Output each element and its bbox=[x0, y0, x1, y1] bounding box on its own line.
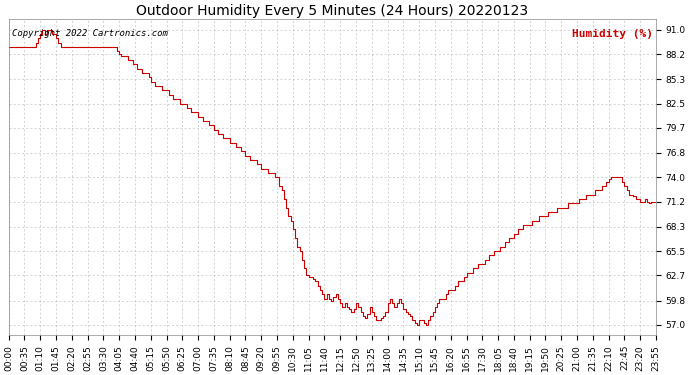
Text: Copyright 2022 Cartronics.com: Copyright 2022 Cartronics.com bbox=[12, 29, 168, 38]
Text: Humidity (%): Humidity (%) bbox=[572, 29, 653, 39]
Title: Outdoor Humidity Every 5 Minutes (24 Hours) 20220123: Outdoor Humidity Every 5 Minutes (24 Hou… bbox=[136, 4, 529, 18]
